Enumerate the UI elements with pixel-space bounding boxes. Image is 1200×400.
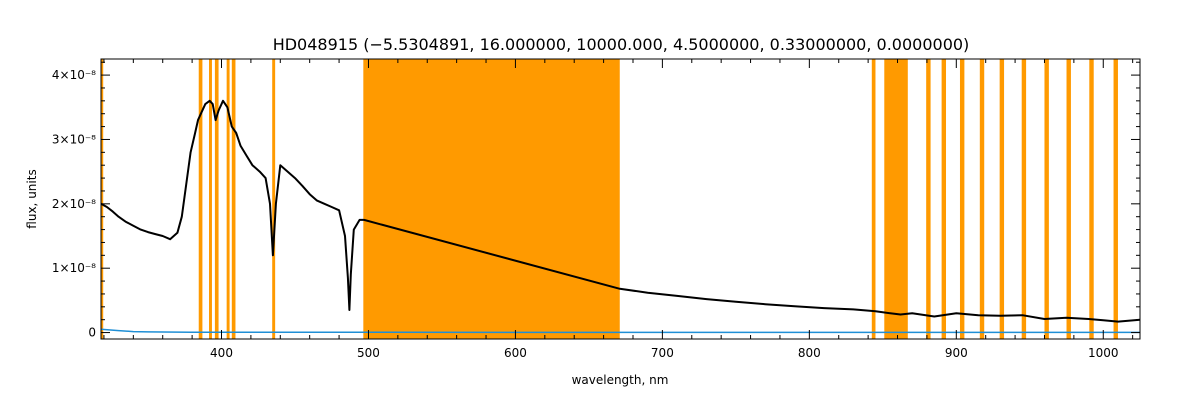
- masked-region-12: [959, 59, 965, 339]
- y-tick-label: 0: [88, 326, 96, 340]
- masked-region-6: [272, 59, 276, 339]
- masked-region-19: [1113, 59, 1118, 339]
- y-axis: 0 1×10⁻⁸ 2×10⁻⁸ 3×10⁻⁸ 4×10⁻⁸: [52, 61, 1140, 340]
- masked-region-13: [979, 59, 985, 339]
- masked-region-7: [363, 59, 620, 339]
- masked-region-10: [926, 59, 931, 339]
- x-tick-label: 900: [945, 346, 968, 360]
- y-tick-label: 2×10⁻⁸: [52, 197, 96, 211]
- chart-title: HD048915 (−5.5304891, 16.000000, 10000.0…: [273, 35, 970, 54]
- series-line-spectrum: [100, 99, 1141, 323]
- masked-region-0: [101, 59, 104, 339]
- x-tick-label: 400: [210, 346, 233, 360]
- y-axis-label: flux, units: [25, 169, 39, 228]
- masked-region-14: [999, 59, 1005, 339]
- x-axis-label: wavelength, nm: [572, 373, 669, 387]
- masked-region-17: [1066, 59, 1071, 339]
- masked-region-8: [871, 59, 876, 339]
- masked-regions: [101, 59, 1118, 339]
- x-tick-label: 500: [357, 346, 380, 360]
- masked-region-16: [1044, 59, 1049, 339]
- y-tick-label: 3×10⁻⁸: [52, 132, 96, 146]
- series-line-error: [100, 328, 1140, 334]
- y-tick-label: 4×10⁻⁸: [52, 68, 96, 82]
- masked-region-3: [214, 59, 219, 339]
- x-tick-label: 1000: [1088, 346, 1119, 360]
- x-tick-label: 700: [651, 346, 674, 360]
- plot-frame: [100, 58, 1141, 340]
- masked-region-1: [198, 59, 203, 339]
- y-tick-label: 1×10⁻⁸: [52, 261, 96, 275]
- masked-region-11: [941, 59, 947, 339]
- x-tick-label: 600: [504, 346, 527, 360]
- x-axis: 400 500 600 700 800 900 1000: [103, 59, 1134, 360]
- masked-region-2: [209, 59, 212, 339]
- masked-region-18: [1089, 59, 1094, 339]
- masked-region-4: [226, 59, 230, 339]
- masked-region-15: [1021, 59, 1027, 339]
- masked-region-5: [231, 59, 236, 339]
- series-group: [100, 99, 1141, 334]
- masked-region-9: [884, 59, 908, 339]
- x-tick-label: 800: [798, 346, 821, 360]
